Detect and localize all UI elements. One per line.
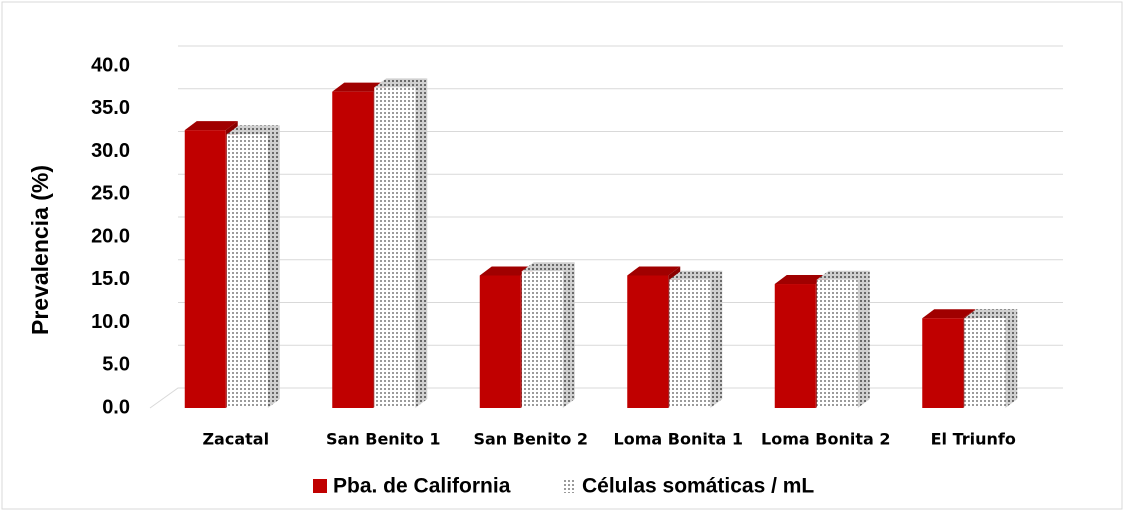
y-tick-label: 25.0 — [91, 183, 130, 205]
y-tick-label: 15.0 — [91, 268, 130, 290]
x-tick-label: Loma Bonita 2 — [761, 430, 890, 449]
legend-label: Células somáticas / mL — [582, 475, 814, 498]
y-tick-label: 10.0 — [91, 311, 130, 333]
legend-swatch — [562, 479, 576, 493]
bar — [964, 309, 1018, 408]
x-tick-label: El Triunfo — [931, 430, 1016, 449]
x-tick-label: Loma Bonita 1 — [614, 430, 743, 449]
y-tick-label: 35.0 — [91, 97, 130, 119]
bar — [226, 125, 280, 409]
bar — [816, 270, 870, 408]
y-axis-title: Prevalencia (%) — [27, 165, 53, 335]
y-tick-label: 40.0 — [91, 54, 130, 76]
bar — [521, 262, 575, 408]
y-tick-label: 20.0 — [91, 225, 130, 247]
x-tick-label: Zacatal — [202, 430, 269, 449]
bar — [669, 270, 723, 408]
y-tick-label: 30.0 — [91, 140, 130, 162]
legend-swatch — [313, 479, 327, 493]
legend-label: Pba. de California — [333, 475, 511, 498]
y-tick-label: 5.0 — [102, 354, 130, 376]
x-tick-label: San Benito 2 — [473, 430, 588, 449]
bar — [374, 78, 428, 408]
y-tick-label: 0.0 — [102, 396, 130, 418]
x-tick-label: San Benito 1 — [326, 430, 441, 449]
